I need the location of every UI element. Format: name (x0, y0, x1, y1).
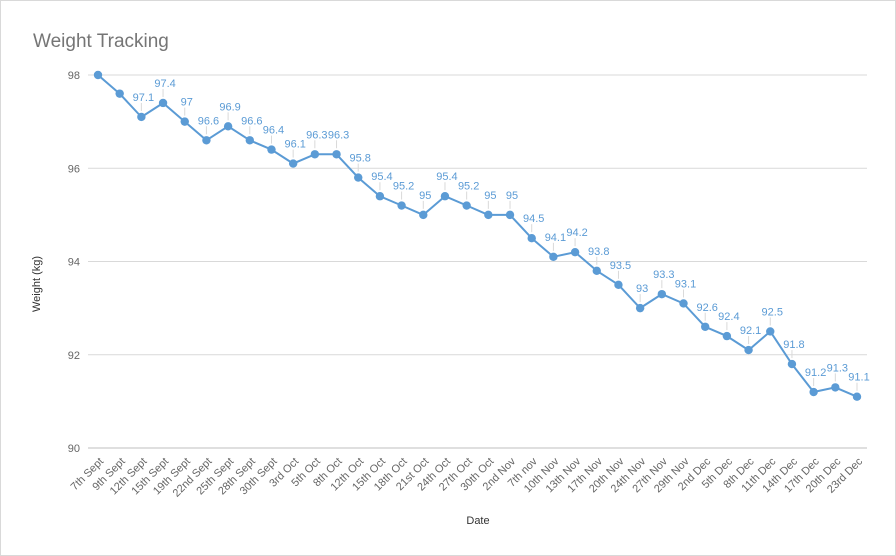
data-label: 91.1 (848, 372, 869, 384)
y-tick-label: 98 (68, 70, 80, 82)
data-label: 96.3 (328, 129, 349, 141)
data-label: 96.1 (284, 139, 305, 151)
data-label: 93 (636, 283, 648, 295)
data-label: 93.8 (588, 246, 609, 258)
data-point (549, 252, 558, 262)
data-point (115, 89, 124, 98)
data-label: 96.3 (306, 129, 327, 141)
data-label: 92.6 (696, 302, 717, 314)
data-point (635, 303, 645, 313)
data-label: 91.8 (783, 339, 804, 351)
data-point (158, 98, 168, 108)
data-point (419, 210, 428, 220)
data-point (831, 383, 840, 392)
data-label: 91.3 (827, 362, 848, 374)
data-point (766, 327, 775, 336)
data-label: 93.3 (653, 269, 674, 281)
series-line (97, 74, 858, 398)
data-point (852, 392, 862, 401)
data-point (462, 201, 471, 210)
data-point (787, 359, 797, 369)
data-point (310, 150, 320, 159)
data-point (592, 266, 601, 276)
data-point (744, 345, 753, 355)
data-point (701, 322, 710, 331)
data-point (93, 70, 103, 80)
data-point (137, 112, 146, 122)
data-label: 96.6 (198, 115, 219, 127)
data-point (267, 145, 276, 154)
data-label: 95 (419, 190, 431, 202)
data-label: 96.4 (263, 125, 284, 137)
data-label: 94.1 (545, 232, 566, 244)
data-label: 94.5 (523, 213, 544, 225)
y-tick-label: 96 (68, 163, 80, 175)
data-point (679, 299, 688, 308)
data-label: 97.1 (133, 92, 154, 104)
data-point (180, 117, 189, 126)
data-point (245, 136, 254, 145)
data-point (505, 210, 515, 220)
data-label: 93.5 (610, 260, 631, 272)
series-line-layer (97, 74, 858, 398)
chart-title: Weight Tracking (33, 31, 169, 52)
data-label: 95 (484, 190, 496, 202)
data-point (223, 122, 233, 131)
data-label: 92.1 (740, 325, 761, 337)
y-axis-title: Weight (kg) (31, 256, 43, 312)
y-tick-label: 90 (68, 443, 80, 455)
data-label: 95 (506, 190, 518, 202)
data-label: 95.8 (350, 153, 371, 165)
data-point (570, 247, 580, 257)
data-point (375, 192, 385, 201)
data-point (440, 192, 450, 201)
data-label: 95.2 (393, 181, 414, 193)
data-label: 92.5 (762, 306, 783, 318)
data-label: 93.1 (675, 278, 696, 290)
data-point (722, 331, 732, 341)
data-label: 96.6 (241, 115, 262, 127)
data-point (354, 173, 363, 182)
data-label: 94.2 (566, 227, 587, 239)
data-label: 97 (181, 97, 193, 109)
data-point (397, 201, 406, 210)
data-point (527, 233, 536, 243)
data-point (809, 387, 818, 397)
x-axis-title: Date (466, 515, 489, 527)
data-point (657, 289, 667, 299)
data-label: 92.4 (718, 311, 739, 323)
data-point (484, 210, 493, 220)
data-label: 97.4 (154, 78, 175, 90)
y-tick-label: 92 (68, 350, 80, 362)
data-point (288, 159, 298, 168)
data-points (93, 70, 862, 401)
y-tick-labels: 90 92 94 96 98 (68, 70, 80, 455)
data-point (202, 136, 211, 145)
gridlines (88, 74, 867, 449)
data-label: 96.9 (219, 101, 240, 113)
data-point (614, 280, 623, 290)
data-label: 95.4 (436, 171, 457, 183)
data-label: 91.2 (805, 367, 826, 379)
y-tick-label: 94 (68, 257, 80, 269)
data-label: 95.2 (458, 181, 479, 193)
data-label: 95.4 (371, 171, 392, 183)
data-point (332, 150, 341, 159)
